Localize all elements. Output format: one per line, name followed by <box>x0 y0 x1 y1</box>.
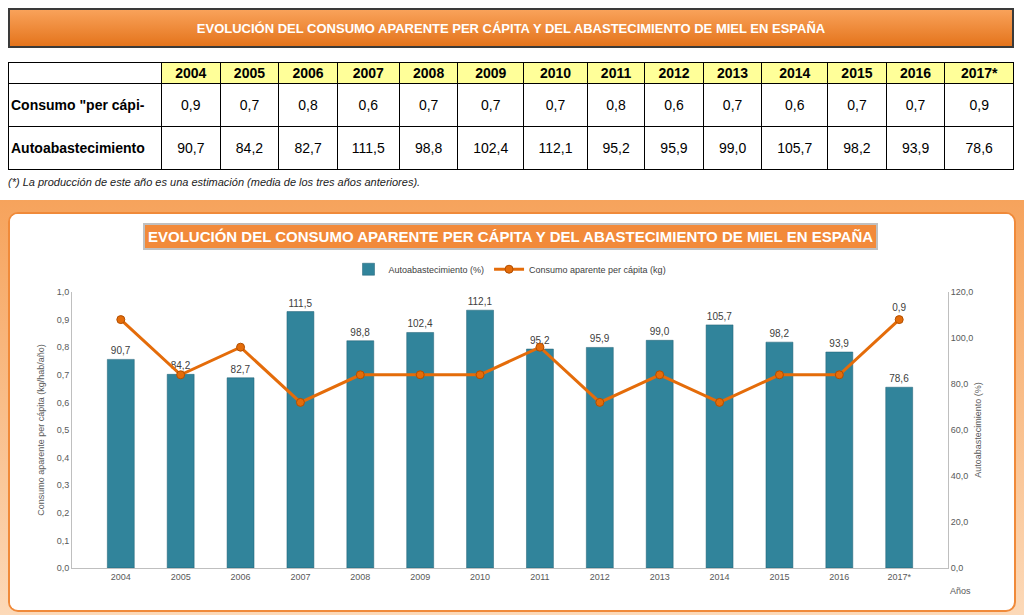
html-text:105,7: 105,7 <box>777 140 813 156</box>
html-text:82,7: 82,7 <box>294 140 322 156</box>
svg-text:2015: 2015 <box>769 572 789 582</box>
svg-text:2009: 2009 <box>410 572 430 582</box>
html-text:2016: 2016 <box>900 65 932 81</box>
svg-text:2005: 2005 <box>171 572 191 582</box>
svg-text:98,8: 98,8 <box>350 327 370 338</box>
svg-text:40,0: 40,0 <box>951 471 969 481</box>
svg-text:105,7: 105,7 <box>707 311 732 322</box>
svg-text:20,0: 20,0 <box>951 517 969 527</box>
svg-text:1,0: 1,0 <box>57 287 70 297</box>
svg-text:2007: 2007 <box>290 572 310 582</box>
svg-text:2016: 2016 <box>829 572 849 582</box>
html-text:2009: 2009 <box>475 65 507 81</box>
html-text:0,7: 0,7 <box>545 97 566 113</box>
svg-text:2008: 2008 <box>350 572 370 582</box>
html-text:98,2: 98,2 <box>843 140 871 156</box>
svg-text:0,2: 0,2 <box>57 508 70 518</box>
html-text:2013: 2013 <box>717 65 749 81</box>
svg-text:98,2: 98,2 <box>769 328 789 339</box>
html-text:0,7: 0,7 <box>905 97 926 113</box>
svg-text:2004: 2004 <box>111 572 131 582</box>
svg-text:60,0: 60,0 <box>951 425 969 435</box>
html-text:0,9: 0,9 <box>969 97 989 113</box>
html-text:95,2: 95,2 <box>602 140 630 156</box>
html-text:2010: 2010 <box>540 65 572 81</box>
svg-text:2010: 2010 <box>470 572 490 582</box>
html-text:102,4: 102,4 <box>473 140 509 156</box>
svg-text:2006: 2006 <box>231 572 251 582</box>
html-text:2008: 2008 <box>413 65 445 81</box>
html-text:98,8: 98,8 <box>415 140 443 156</box>
svg-text:80,0: 80,0 <box>951 379 969 389</box>
svg-text:100,0: 100,0 <box>951 333 974 343</box>
svg-text:95,2: 95,2 <box>530 335 550 346</box>
svg-text:120,0: 120,0 <box>951 287 974 297</box>
html-text:93,9: 93,9 <box>901 140 930 156</box>
svg-text:2014: 2014 <box>710 572 730 582</box>
svg-text:Autoabastecimiento (%): Autoabastecimiento (%) <box>389 265 485 275</box>
html-text:2004: 2004 <box>175 65 207 81</box>
svg-text:95,9: 95,9 <box>590 333 610 344</box>
svg-text:82,7: 82,7 <box>231 364 251 375</box>
svg-text:90,7: 90,7 <box>111 345 131 356</box>
html-text:0,7: 0,7 <box>481 97 501 113</box>
svg-text:0,4: 0,4 <box>57 453 70 463</box>
html-text:EVOLUCIÓN DEL CONSUMO APARENTE: EVOLUCIÓN DEL CONSUMO APARENTE PER CÁPIT… <box>196 20 826 36</box>
html-text:2014: 2014 <box>779 65 811 81</box>
html-text:90,7: 90,7 <box>177 140 205 156</box>
svg-text:0,1: 0,1 <box>57 536 70 546</box>
html-text:0,7: 0,7 <box>418 97 439 113</box>
html-text:0,6: 0,6 <box>785 97 805 113</box>
svg-text:111,5: 111,5 <box>288 298 312 309</box>
svg-text:0,3: 0,3 <box>57 480 70 490</box>
svg-text:0,0: 0,0 <box>951 563 964 573</box>
html-text:0,8: 0,8 <box>606 97 626 113</box>
svg-text:99,0: 99,0 <box>650 326 670 337</box>
svg-text:Autoabastecimiento (%): Autoabastecimiento (%) <box>973 382 983 478</box>
svg-text:84,2: 84,2 <box>171 360 191 371</box>
svg-text:EVOLUCIÓN DEL CONSUMO APARENTE: EVOLUCIÓN DEL CONSUMO APARENTE PER CÁPIT… <box>148 228 873 245</box>
svg-text:Consumo aparente per cápita (k: Consumo aparente per cápita (kg/hab/año) <box>36 344 46 516</box>
svg-text:0,0: 0,0 <box>57 563 70 573</box>
svg-text:112,1: 112,1 <box>468 296 493 307</box>
svg-text:102,4: 102,4 <box>407 318 432 329</box>
html-text:2011: 2011 <box>600 65 632 81</box>
html-text:2006: 2006 <box>292 65 324 81</box>
svg-text:2011: 2011 <box>530 572 549 582</box>
svg-text:Años: Años <box>950 586 971 596</box>
html-text:111,5: 111,5 <box>351 140 385 156</box>
html-text:0,6: 0,6 <box>664 97 684 113</box>
html-text:95,9: 95,9 <box>660 140 688 156</box>
html-text:0,7: 0,7 <box>722 97 743 113</box>
html-text:Autoabastecimiento: Autoabastecimiento <box>11 140 145 156</box>
html-text:112,1: 112,1 <box>538 140 573 156</box>
html-text:Consumo "per cápi-: Consumo "per cápi- <box>11 97 145 113</box>
html-text:(*) La producción de este año: (*) La producción de este año es una est… <box>8 176 421 188</box>
svg-text:0,9: 0,9 <box>892 302 906 313</box>
svg-text:0,9: 0,9 <box>57 315 70 325</box>
html-text:0,7: 0,7 <box>847 97 867 113</box>
svg-text:0,6: 0,6 <box>57 398 70 408</box>
svg-text:78,6: 78,6 <box>889 373 909 384</box>
html-text:2015: 2015 <box>841 65 873 81</box>
html-text:2005: 2005 <box>233 65 265 81</box>
html-text:0,8: 0,8 <box>298 97 318 113</box>
html-text:0,9: 0,9 <box>181 97 201 113</box>
html-text:0,7: 0,7 <box>239 97 260 113</box>
html-text:0,6: 0,6 <box>358 97 379 113</box>
svg-text:Consumo aparente per cápita (k: Consumo aparente per cápita (kg) <box>529 265 666 275</box>
svg-text:2017*: 2017* <box>887 572 911 582</box>
svg-text:0,8: 0,8 <box>57 342 70 352</box>
html-text:78,6: 78,6 <box>965 140 993 156</box>
svg-text:2012: 2012 <box>590 572 610 582</box>
html-text:2007: 2007 <box>352 65 384 81</box>
html-text:99,0: 99,0 <box>719 140 747 156</box>
svg-text:0,5: 0,5 <box>57 425 70 435</box>
svg-text:0,7: 0,7 <box>57 370 70 380</box>
html-text:2017*: 2017* <box>960 65 998 81</box>
html-text:84,2: 84,2 <box>235 140 264 156</box>
svg-text:93,9: 93,9 <box>829 338 849 349</box>
svg-text:2013: 2013 <box>650 572 670 582</box>
html-text:2012: 2012 <box>658 65 690 81</box>
